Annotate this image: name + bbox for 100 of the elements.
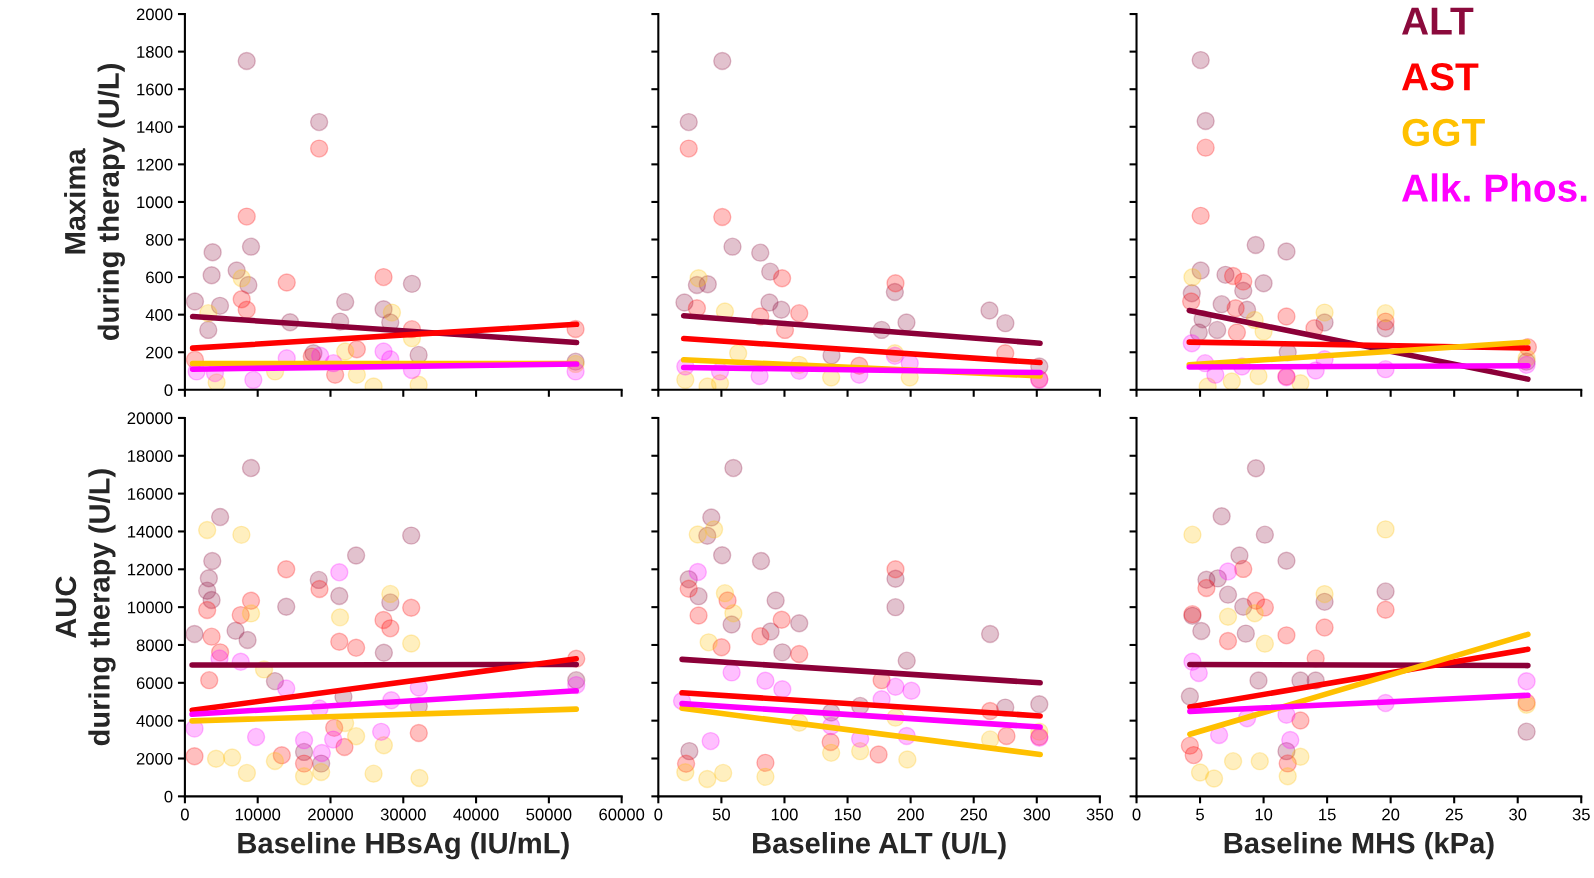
- point: [676, 763, 695, 782]
- point: [323, 730, 343, 749]
- point: [898, 750, 917, 769]
- point: [1183, 525, 1202, 544]
- point: [410, 768, 429, 788]
- point: [756, 671, 775, 690]
- x-tick-label: 10: [1255, 808, 1273, 821]
- point: [1255, 634, 1275, 653]
- y-tick-label: 6000: [136, 677, 173, 690]
- y-axis-title: AUC during therapy (U/L): [55, 469, 116, 746]
- y-tick-label: 20000: [127, 412, 173, 425]
- point: [237, 207, 256, 226]
- point: [197, 600, 217, 620]
- point: [1277, 307, 1296, 326]
- point: [1236, 624, 1255, 643]
- x-tick-label: 250: [960, 808, 987, 821]
- y-tick-label: 800: [146, 233, 173, 246]
- point: [1291, 747, 1310, 767]
- y-tick-label: 4000: [136, 715, 173, 727]
- point: [689, 269, 708, 288]
- point: [1246, 459, 1266, 478]
- point: [713, 51, 732, 71]
- y-tick-label: 0: [164, 790, 173, 803]
- point: [309, 139, 329, 158]
- point: [821, 743, 841, 763]
- point: [698, 769, 717, 789]
- point: [679, 139, 698, 158]
- point: [688, 562, 708, 582]
- point: [244, 370, 263, 390]
- point: [1250, 751, 1269, 771]
- point: [1218, 631, 1238, 651]
- point: [713, 763, 733, 783]
- y-tick-label: 12000: [128, 563, 173, 576]
- y-tick-label: 1200: [137, 158, 173, 171]
- y-tick-label: 10000: [128, 601, 173, 614]
- x-axis-title: Baseline ALT (U/L): [753, 832, 1006, 860]
- point: [766, 591, 785, 610]
- point: [185, 624, 204, 644]
- point: [222, 748, 242, 767]
- x-tick-label: 0: [1132, 808, 1141, 821]
- x-axis-title: Baseline HBsAg (IU/mL): [238, 832, 569, 860]
- point: [402, 598, 421, 617]
- y-tick-label: 1600: [137, 83, 173, 96]
- point: [1277, 242, 1296, 261]
- point: [277, 560, 296, 579]
- y-axis-title: Maxima during therapy (U/L): [64, 64, 125, 341]
- y-tick-label: 18000: [128, 450, 173, 462]
- point: [1517, 672, 1536, 691]
- y-tick-label: 16000: [128, 488, 173, 500]
- x-tick-label: 15: [1319, 808, 1336, 821]
- x-tick-label: 100: [771, 808, 798, 821]
- point: [312, 743, 332, 763]
- point: [1197, 578, 1216, 598]
- point: [996, 313, 1015, 333]
- point: [772, 269, 792, 288]
- y-tick-label: 600: [146, 271, 173, 284]
- point: [724, 603, 743, 623]
- point: [381, 619, 400, 638]
- point: [185, 747, 204, 766]
- point: [713, 207, 732, 227]
- point: [382, 303, 402, 322]
- point: [1246, 235, 1265, 255]
- point: [773, 643, 792, 662]
- point: [277, 273, 296, 292]
- point: [1191, 206, 1210, 226]
- point: [402, 526, 421, 545]
- point: [346, 546, 366, 565]
- point: [1315, 303, 1334, 322]
- point: [1227, 323, 1247, 342]
- point: [1218, 607, 1238, 626]
- point: [1315, 584, 1334, 604]
- point: [1192, 621, 1211, 641]
- point: [1376, 600, 1395, 619]
- point: [330, 608, 350, 627]
- point: [679, 112, 698, 132]
- point: [238, 630, 257, 650]
- point: [294, 767, 314, 786]
- point: [1278, 767, 1297, 786]
- x-tick-label: 10000: [235, 808, 281, 821]
- point: [200, 670, 219, 690]
- x-tick-label: 200: [897, 808, 924, 821]
- x-tick-label: 25: [1445, 808, 1463, 821]
- point: [311, 762, 331, 782]
- point: [1180, 687, 1200, 706]
- point: [202, 627, 221, 646]
- text: AST: [1401, 62, 1479, 91]
- point: [199, 320, 218, 340]
- x-axis-title: Baseline MHS (kPa): [1224, 832, 1494, 860]
- y-tick-label: 8000: [136, 639, 173, 652]
- x-tick-label: 40000: [453, 808, 499, 821]
- point: [886, 560, 905, 579]
- point: [1255, 525, 1275, 544]
- point: [203, 551, 222, 571]
- point: [294, 730, 314, 750]
- point: [371, 722, 391, 742]
- point: [790, 303, 809, 323]
- point: [232, 269, 251, 288]
- point: [886, 597, 905, 617]
- point: [980, 301, 999, 320]
- point: [1234, 272, 1253, 291]
